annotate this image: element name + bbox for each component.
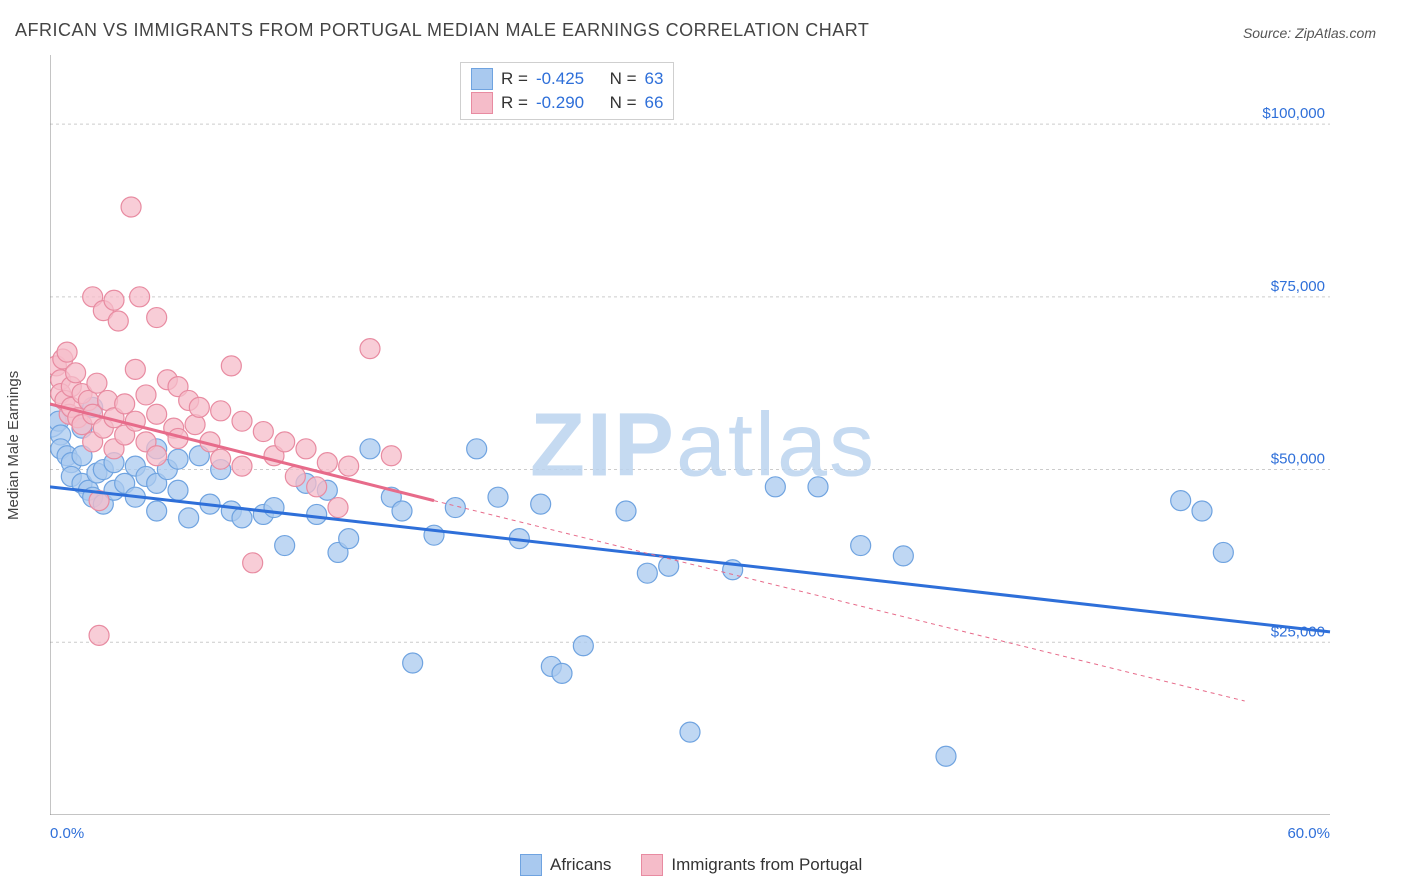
legend-correlation-row: R = -0.290 N = 66 (471, 91, 663, 115)
chart-container: $25,000$50,000$75,000$100,000 0.0%60.0% (50, 55, 1380, 815)
legend-r-value: -0.290 (536, 93, 584, 113)
legend-series-label: Africans (550, 855, 611, 875)
svg-text:$50,000: $50,000 (1271, 451, 1325, 468)
source-label: Source: ZipAtlas.com (1243, 25, 1376, 41)
legend-correlation-row: R = -0.425 N = 63 (471, 67, 663, 91)
legend-swatch (641, 854, 663, 876)
legend-series: Africans Immigrants from Portugal (520, 854, 862, 876)
scatter-plot: $25,000$50,000$75,000$100,000 (50, 55, 1380, 815)
legend-n-value: 66 (645, 93, 664, 113)
svg-text:$75,000: $75,000 (1271, 278, 1325, 295)
legend-series-item: Africans (520, 854, 611, 876)
svg-text:$100,000: $100,000 (1262, 105, 1325, 122)
legend-r-label: R = (501, 93, 528, 113)
legend-r-label: R = (501, 69, 528, 89)
legend-series-item: Immigrants from Portugal (641, 854, 862, 876)
legend-n-value: 63 (645, 69, 664, 89)
legend-n-label: N = (610, 69, 637, 89)
chart-title: AFRICAN VS IMMIGRANTS FROM PORTUGAL MEDI… (15, 20, 869, 41)
legend-correlation: R = -0.425 N = 63 R = -0.290 N = 66 (460, 62, 674, 120)
x-tick-label: 60.0% (1280, 825, 1330, 842)
y-axis-label: Median Male Earnings (5, 371, 22, 520)
legend-swatch (471, 92, 493, 114)
legend-swatch (520, 854, 542, 876)
x-tick-label: 0.0% (50, 825, 84, 842)
legend-swatch (471, 68, 493, 90)
legend-r-value: -0.425 (536, 69, 584, 89)
legend-n-label: N = (610, 93, 637, 113)
legend-series-label: Immigrants from Portugal (671, 855, 862, 875)
